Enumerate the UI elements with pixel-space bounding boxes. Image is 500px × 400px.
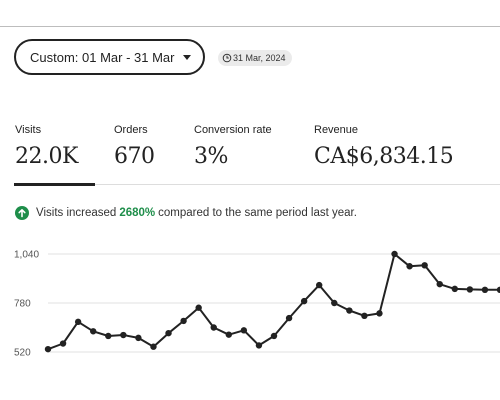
metric-label: Visits: [15, 124, 42, 136]
data-point[interactable]: [59, 340, 67, 347]
visits-insight: Visits increased 2680% compared to the s…: [15, 206, 357, 220]
metric-tab-visits[interactable]: Visits 22.0K: [15, 124, 78, 169]
data-point[interactable]: [466, 286, 474, 293]
top-divider: [0, 26, 500, 27]
data-point[interactable]: [391, 250, 398, 258]
arrow-up-icon: [15, 206, 29, 220]
data-point[interactable]: [436, 280, 443, 288]
y-tick-label: 780: [14, 299, 31, 310]
metric-value: CA$6,834.15: [314, 144, 454, 169]
selected-tab-indicator: [14, 183, 95, 186]
data-point[interactable]: [210, 324, 217, 331]
data-point[interactable]: [90, 328, 97, 335]
data-point[interactable]: [165, 329, 172, 337]
data-point[interactable]: [285, 314, 293, 322]
data-point[interactable]: [105, 332, 112, 340]
data-point[interactable]: [44, 345, 52, 353]
visits-line-chart: 1,040 780 520: [14, 250, 500, 359]
y-tick-label: 1,040: [14, 250, 39, 261]
data-point[interactable]: [180, 317, 187, 325]
insight-prefix: Visits increased: [36, 207, 117, 219]
data-point[interactable]: [406, 263, 413, 270]
metric-tab-revenue[interactable]: Revenue CA$6,834.15: [314, 124, 454, 169]
data-point[interactable]: [346, 307, 353, 314]
metric-label: Conversion rate: [194, 124, 272, 136]
metric-value: 670: [114, 144, 155, 169]
y-tick-label: 520: [14, 348, 31, 359]
data-point[interactable]: [421, 262, 428, 269]
chevron-down-icon: [182, 54, 191, 60]
metric-label: Revenue: [314, 124, 359, 136]
date-range-label: Custom: 01 Mar - 31 Mar: [30, 49, 175, 65]
data-point[interactable]: [255, 342, 263, 349]
data-point[interactable]: [481, 286, 489, 294]
metric-tab-orders[interactable]: Orders 670: [114, 124, 155, 169]
data-point[interactable]: [270, 332, 278, 340]
metric-label: Orders: [114, 124, 148, 136]
data-point[interactable]: [135, 334, 142, 342]
data-point[interactable]: [300, 297, 308, 305]
data-point[interactable]: [496, 286, 500, 294]
insight-suffix: compared to the same period last year.: [158, 207, 357, 219]
data-point[interactable]: [316, 281, 323, 289]
data-point[interactable]: [451, 285, 458, 293]
metric-value: 3%: [194, 144, 228, 169]
data-point[interactable]: [150, 343, 157, 350]
data-point[interactable]: [225, 331, 232, 338]
data-point[interactable]: [74, 318, 82, 326]
data-point[interactable]: [331, 299, 338, 307]
data-point[interactable]: [195, 304, 202, 311]
clock-icon: [222, 53, 232, 63]
insight-percent: 2680%: [119, 207, 156, 219]
last-updated-badge: 31 Mar, 2024: [218, 50, 292, 66]
date-range-dropdown[interactable]: Custom: 01 Mar - 31 Mar: [14, 39, 205, 75]
metric-value: 22.0K: [15, 144, 78, 169]
data-point[interactable]: [240, 327, 248, 334]
metric-tab-conversion-rate[interactable]: Conversion rate 3%: [194, 124, 272, 169]
last-updated-date: 31 Mar, 2024: [233, 53, 286, 63]
metrics-divider: [14, 184, 500, 185]
data-point[interactable]: [120, 331, 127, 339]
data-point[interactable]: [376, 310, 383, 317]
data-point[interactable]: [361, 312, 368, 320]
